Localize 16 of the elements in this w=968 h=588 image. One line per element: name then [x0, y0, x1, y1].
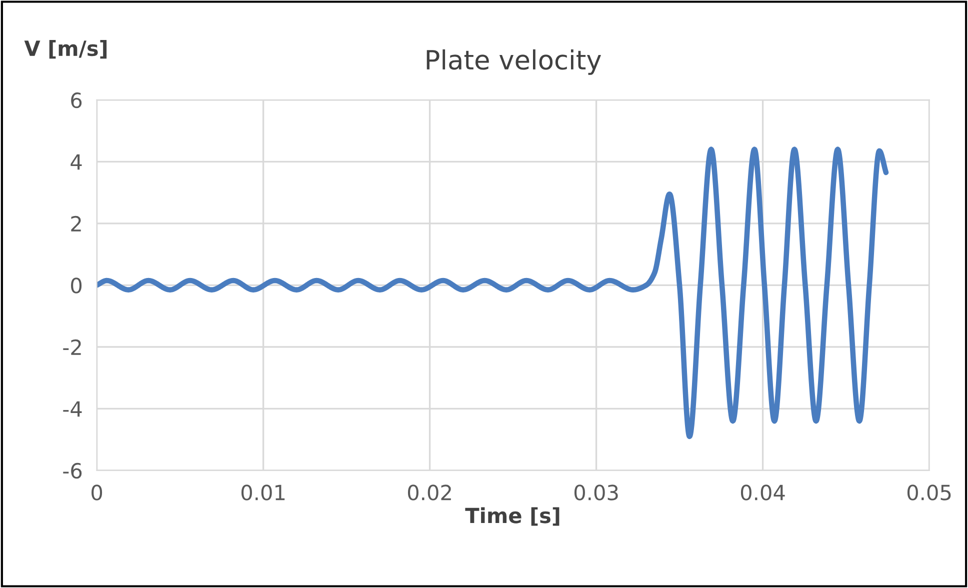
chart-title: Plate velocity	[426, 49, 602, 75]
x-tick-label: 0	[92, 484, 102, 500]
y-axis-title: V [m/s]	[24, 40, 107, 59]
y-tick-label: -6	[63, 462, 82, 479]
y-tick-label: -2	[63, 339, 81, 355]
x-tick-label: 0.05	[907, 484, 951, 500]
y-tick-label: 0	[71, 278, 82, 294]
x-tick-label: 0.02	[408, 484, 451, 500]
x-tick-label: 0.04	[740, 484, 785, 500]
x-tick-label: 0.01	[241, 484, 285, 500]
y-tick-label: 2	[71, 216, 81, 232]
y-tick-label: 4	[70, 154, 82, 170]
x-axis-title: Time [s]	[465, 507, 560, 526]
y-tick-label: -4	[63, 401, 82, 417]
y-tick-label: 6	[71, 92, 82, 108]
x-tick-label: 0.03	[574, 484, 618, 500]
